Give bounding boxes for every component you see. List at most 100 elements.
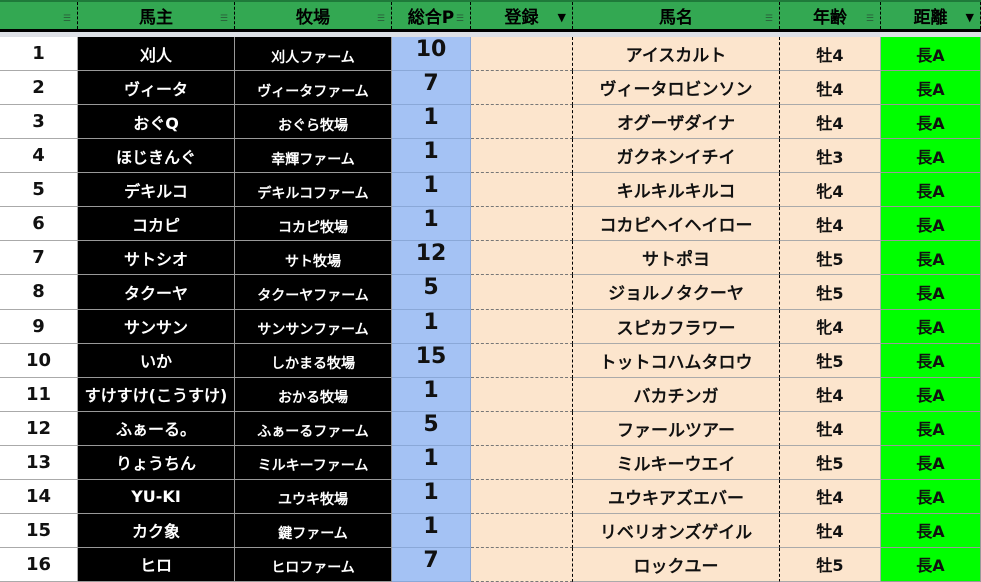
cell-distance[interactable]: 長A — [881, 309, 981, 344]
cell-total-points[interactable]: 12 — [392, 241, 471, 276]
cell-horse-name[interactable]: ジョルノタクーヤ — [573, 275, 780, 310]
cell-age[interactable]: 牡5 — [780, 445, 881, 480]
cell-row-number[interactable]: 7 — [0, 241, 78, 276]
cell-farm[interactable]: おかる牧場 — [235, 377, 392, 412]
column-header-age[interactable]: 年齢 ☰ — [780, 2, 881, 29]
cell-age[interactable]: 牡3 — [780, 139, 881, 174]
column-header-registration[interactable]: 登録 ▼ — [471, 2, 573, 29]
cell-horse-name[interactable]: リベリオンズゲイル — [573, 513, 780, 548]
cell-distance[interactable]: 長A — [881, 513, 981, 548]
cell-farm[interactable]: サンサンファーム — [235, 309, 392, 344]
cell-age[interactable]: 牡5 — [780, 343, 881, 378]
cell-total-points[interactable]: 7 — [392, 71, 471, 106]
cell-row-number[interactable]: 14 — [0, 479, 78, 514]
cell-horse-name[interactable]: オグーザダイナ — [573, 105, 780, 140]
cell-distance[interactable]: 長A — [881, 343, 981, 378]
cell-age[interactable]: 牡5 — [780, 241, 881, 276]
cell-farm[interactable]: おぐら牧場 — [235, 105, 392, 140]
cell-farm[interactable]: 刈人ファーム — [235, 37, 392, 72]
cell-row-number[interactable]: 8 — [0, 275, 78, 310]
cell-owner[interactable]: 刈人 — [78, 37, 235, 72]
cell-row-number[interactable]: 2 — [0, 71, 78, 106]
cell-farm[interactable]: しかまる牧場 — [235, 343, 392, 378]
cell-farm[interactable]: コカピ牧場 — [235, 207, 392, 242]
cell-horse-name[interactable]: ガクネンイチイ — [573, 139, 780, 174]
cell-owner[interactable]: タクーヤ — [78, 275, 235, 310]
cell-age[interactable]: 牡4 — [780, 105, 881, 140]
cell-distance[interactable]: 長A — [881, 445, 981, 480]
filter-icon[interactable]: ☰ — [376, 14, 385, 24]
filter-icon[interactable]: ☰ — [62, 14, 71, 24]
cell-horse-name[interactable]: バカチンガ — [573, 377, 780, 412]
column-header-horse-name[interactable]: 馬名 ☰ — [573, 2, 780, 29]
cell-age[interactable]: 牡4 — [780, 411, 881, 446]
cell-row-number[interactable]: 9 — [0, 309, 78, 344]
cell-farm[interactable]: タクーヤファーム — [235, 275, 392, 310]
cell-owner[interactable]: カク象 — [78, 513, 235, 548]
cell-horse-name[interactable]: アイスカルト — [573, 37, 780, 72]
cell-owner[interactable]: ヴィータ — [78, 71, 235, 106]
cell-distance[interactable]: 長A — [881, 479, 981, 514]
cell-total-points[interactable]: 7 — [392, 547, 471, 582]
cell-registration[interactable] — [471, 547, 573, 582]
cell-farm[interactable]: 鍵ファーム — [235, 513, 392, 548]
cell-registration[interactable] — [471, 275, 573, 310]
cell-horse-name[interactable]: コカピヘイヘイロー — [573, 207, 780, 242]
cell-total-points[interactable]: 1 — [392, 513, 471, 548]
cell-registration[interactable] — [471, 71, 573, 106]
cell-owner[interactable]: ふぁーる。 — [78, 411, 235, 446]
cell-registration[interactable] — [471, 445, 573, 480]
cell-distance[interactable]: 長A — [881, 71, 981, 106]
cell-farm[interactable]: ふぁーるファーム — [235, 411, 392, 446]
cell-row-number[interactable]: 6 — [0, 207, 78, 242]
cell-registration[interactable] — [471, 309, 573, 344]
cell-total-points[interactable]: 5 — [392, 411, 471, 446]
cell-registration[interactable] — [471, 479, 573, 514]
cell-total-points[interactable]: 1 — [392, 445, 471, 480]
column-header-total-points[interactable]: 総合P ☰ — [392, 2, 471, 29]
cell-registration[interactable] — [471, 105, 573, 140]
cell-distance[interactable]: 長A — [881, 173, 981, 208]
cell-owner[interactable]: デキルコ — [78, 173, 235, 208]
filter-icon[interactable]: ☰ — [219, 14, 228, 24]
cell-row-number[interactable]: 12 — [0, 411, 78, 446]
cell-horse-name[interactable]: トットコハムタロウ — [573, 343, 780, 378]
cell-total-points[interactable]: 15 — [392, 343, 471, 378]
cell-horse-name[interactable]: ユウキアズエバー — [573, 479, 780, 514]
cell-row-number[interactable]: 5 — [0, 173, 78, 208]
cell-farm[interactable]: ミルキーファーム — [235, 445, 392, 480]
cell-age[interactable]: 牝4 — [780, 173, 881, 208]
cell-row-number[interactable]: 10 — [0, 343, 78, 378]
cell-owner[interactable]: いか — [78, 343, 235, 378]
cell-farm[interactable]: ユウキ牧場 — [235, 479, 392, 514]
cell-row-number[interactable]: 15 — [0, 513, 78, 548]
cell-row-number[interactable]: 3 — [0, 105, 78, 140]
cell-owner[interactable]: YU-KI — [78, 479, 235, 514]
cell-registration[interactable] — [471, 411, 573, 446]
cell-horse-name[interactable]: ファールツアー — [573, 411, 780, 446]
cell-age[interactable]: 牡4 — [780, 37, 881, 72]
cell-horse-name[interactable]: ヴィータロビンソン — [573, 71, 780, 106]
cell-total-points[interactable]: 1 — [392, 377, 471, 412]
cell-farm[interactable]: ヒロファーム — [235, 547, 392, 582]
cell-distance[interactable]: 長A — [881, 547, 981, 582]
filter-icon[interactable]: ☰ — [764, 14, 773, 24]
cell-age[interactable]: 牡4 — [780, 479, 881, 514]
cell-total-points[interactable]: 1 — [392, 105, 471, 140]
cell-owner[interactable]: ほじきんぐ — [78, 139, 235, 174]
cell-registration[interactable] — [471, 377, 573, 412]
cell-total-points[interactable]: 5 — [392, 275, 471, 310]
cell-age[interactable]: 牡4 — [780, 207, 881, 242]
cell-distance[interactable]: 長A — [881, 275, 981, 310]
cell-total-points[interactable]: 1 — [392, 479, 471, 514]
cell-owner[interactable]: コカピ — [78, 207, 235, 242]
filter-icon[interactable]: ☰ — [865, 14, 874, 24]
column-header-distance[interactable]: 距離 ▼ — [881, 2, 981, 29]
cell-registration[interactable] — [471, 343, 573, 378]
column-header-owner[interactable]: 馬主 ☰ — [78, 2, 235, 29]
cell-distance[interactable]: 長A — [881, 377, 981, 412]
cell-total-points[interactable]: 1 — [392, 207, 471, 242]
cell-registration[interactable] — [471, 513, 573, 548]
cell-farm[interactable]: ヴィータファーム — [235, 71, 392, 106]
cell-age[interactable]: 牡5 — [780, 547, 881, 582]
